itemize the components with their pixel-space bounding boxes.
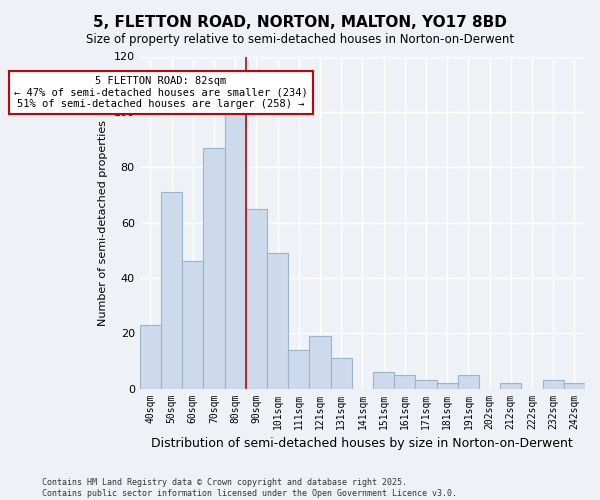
Bar (288, 350, 310, 389)
Text: Size of property relative to semi-detached houses in Norton-on-Derwent: Size of property relative to semi-detach… (86, 32, 514, 46)
Bar (331, 358, 352, 388)
Bar (373, 372, 394, 388)
Bar (415, 380, 437, 388)
Bar (224, 109, 246, 388)
Bar (267, 253, 288, 388)
Bar (161, 192, 182, 388)
X-axis label: Distribution of semi-detached houses by size in Norton-on-Derwent: Distribution of semi-detached houses by … (151, 437, 573, 450)
Bar (203, 148, 224, 388)
Bar (182, 262, 203, 388)
Bar (458, 374, 479, 388)
Bar (564, 383, 585, 388)
Bar (394, 374, 415, 388)
Bar (437, 383, 458, 388)
Text: 5, FLETTON ROAD, NORTON, MALTON, YO17 8BD: 5, FLETTON ROAD, NORTON, MALTON, YO17 8B… (93, 15, 507, 30)
Bar (500, 383, 521, 388)
Bar (542, 380, 564, 388)
Y-axis label: Number of semi-detached properties: Number of semi-detached properties (98, 120, 108, 326)
Bar (310, 336, 331, 388)
Bar (140, 325, 161, 388)
Text: 5 FLETTON ROAD: 82sqm
← 47% of semi-detached houses are smaller (234)
51% of sem: 5 FLETTON ROAD: 82sqm ← 47% of semi-deta… (14, 76, 308, 109)
Text: Contains HM Land Registry data © Crown copyright and database right 2025.
Contai: Contains HM Land Registry data © Crown c… (42, 478, 457, 498)
Bar (246, 208, 267, 388)
